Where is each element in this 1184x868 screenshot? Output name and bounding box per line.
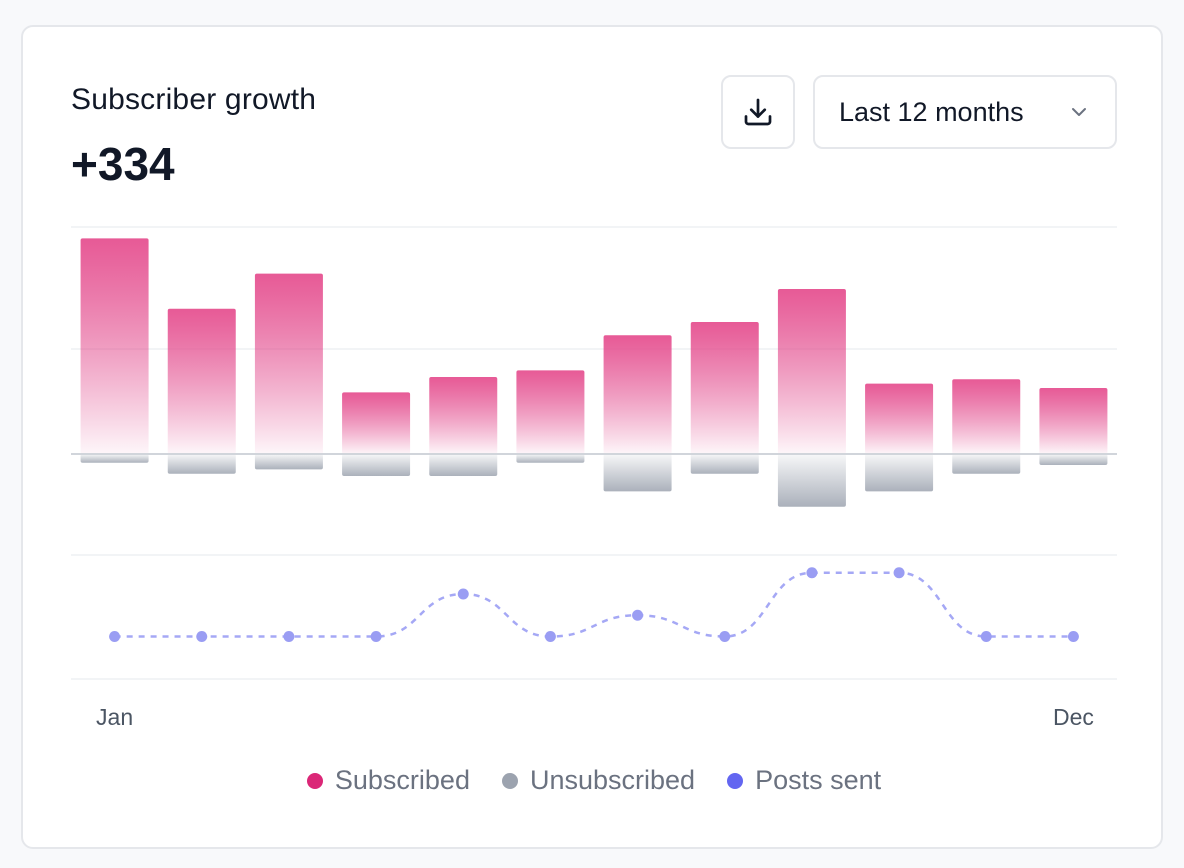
bar-unsubscribed-dec xyxy=(1039,454,1108,465)
x-axis-labels: Jan Dec xyxy=(96,704,1094,730)
posts-point-dec xyxy=(1067,631,1079,642)
bar-unsubscribed-oct xyxy=(865,454,934,492)
posts-point-mar xyxy=(283,631,295,642)
x-label-last: Dec xyxy=(1053,704,1094,730)
bar-subscribed-may xyxy=(429,377,498,454)
bar-subscribed-oct xyxy=(865,383,934,454)
bars-layer xyxy=(71,238,1117,507)
bar-unsubscribed-jan xyxy=(80,454,149,463)
date-range-label: Last 12 months xyxy=(839,96,1024,127)
x-label-first: Jan xyxy=(96,704,133,730)
posts-point-apr xyxy=(370,631,382,642)
legend-item-subscribed: Subscribed xyxy=(306,765,470,796)
grid-layer xyxy=(71,226,1117,680)
legend-label-unsubscribed: Unsubscribed xyxy=(529,765,696,795)
chevron-down-icon xyxy=(1072,108,1086,116)
bar-subscribed-jul xyxy=(603,335,672,454)
posts-point-feb xyxy=(196,631,208,642)
bar-subscribed-apr xyxy=(342,392,411,454)
bar-unsubscribed-feb xyxy=(167,454,236,474)
legend-label-subscribed: Subscribed xyxy=(334,765,470,795)
download-icon xyxy=(744,98,772,126)
bar-unsubscribed-mar xyxy=(254,454,323,470)
subscriber-growth-card: Subscriber growth +334 Last 12 months xyxy=(21,25,1163,849)
posts-point-may xyxy=(457,588,469,600)
posts-point-oct xyxy=(893,567,905,579)
bar-subscribed-aug xyxy=(690,322,759,454)
posts-point-jul xyxy=(632,609,644,621)
posts-line-layer xyxy=(109,567,1079,642)
legend-dot-unsubscribed xyxy=(501,772,518,789)
bar-unsubscribed-jun xyxy=(516,454,585,463)
bar-subscribed-nov xyxy=(952,379,1021,454)
posts-point-jan xyxy=(109,631,121,642)
posts-sent-line xyxy=(114,571,1074,638)
bar-unsubscribed-nov xyxy=(952,454,1021,474)
legend-item-unsubscribed: Unsubscribed xyxy=(501,765,696,796)
card-title: Subscriber growth xyxy=(71,83,317,116)
total-growth-value: +334 xyxy=(71,138,175,190)
bar-subscribed-jan xyxy=(80,238,149,454)
legend-dot-subscribed xyxy=(306,772,323,789)
date-range-select[interactable]: Last 12 months xyxy=(813,75,1117,149)
subscriber-chart: Jan Dec xyxy=(71,226,1117,730)
bar-unsubscribed-jul xyxy=(603,454,672,492)
posts-point-jun xyxy=(544,631,556,642)
bar-unsubscribed-sep xyxy=(777,454,846,507)
bar-subscribed-sep xyxy=(777,289,846,454)
legend-dot-posts-sent xyxy=(727,772,744,789)
posts-point-aug xyxy=(719,631,731,642)
bar-unsubscribed-aug xyxy=(690,454,759,474)
bar-unsubscribed-apr xyxy=(342,454,411,476)
legend-label-posts-sent: Posts sent xyxy=(755,765,882,795)
bar-subscribed-dec xyxy=(1039,388,1108,454)
posts-point-nov xyxy=(980,631,992,642)
bar-subscribed-feb xyxy=(167,308,236,454)
bar-subscribed-mar xyxy=(254,273,323,454)
download-button[interactable] xyxy=(721,75,795,149)
chart-legend: Subscribed Unsubscribed Posts sent xyxy=(23,765,1165,796)
bar-unsubscribed-may xyxy=(429,454,498,476)
posts-point-sep xyxy=(806,567,818,579)
bar-subscribed-jun xyxy=(516,370,585,454)
legend-item-posts-sent: Posts sent xyxy=(727,765,881,796)
